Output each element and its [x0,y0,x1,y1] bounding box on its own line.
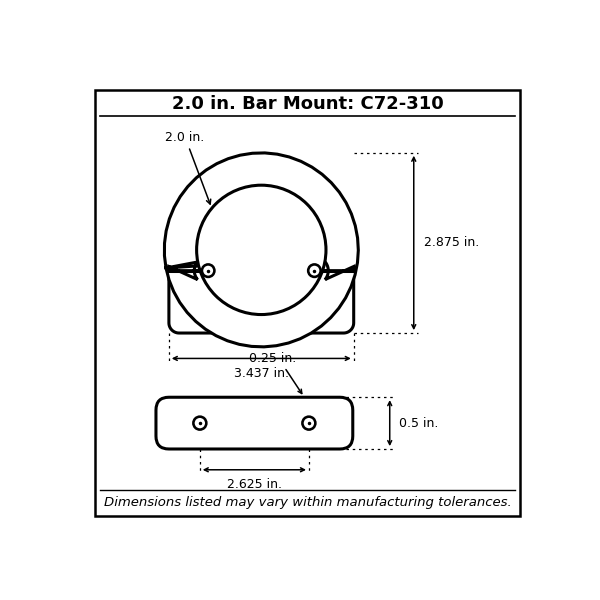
Circle shape [193,416,206,430]
Text: 2.0 in.: 2.0 in. [166,131,211,204]
Circle shape [197,185,326,314]
FancyBboxPatch shape [156,397,353,449]
Circle shape [202,265,214,277]
Text: 0.25 in.: 0.25 in. [249,352,296,365]
Polygon shape [169,271,354,333]
Text: 2.875 in.: 2.875 in. [424,236,479,250]
Text: 0.5 in.: 0.5 in. [399,416,439,430]
Text: 2.625 in.: 2.625 in. [227,478,282,491]
Polygon shape [164,153,358,347]
Circle shape [302,416,316,430]
Circle shape [308,265,320,277]
Text: 2.0 in. Bar Mount: C72-310: 2.0 in. Bar Mount: C72-310 [172,95,443,113]
Text: Dimensions listed may vary within manufacturing tolerances.: Dimensions listed may vary within manufa… [104,496,511,509]
Text: 3.437 in.: 3.437 in. [234,367,289,380]
